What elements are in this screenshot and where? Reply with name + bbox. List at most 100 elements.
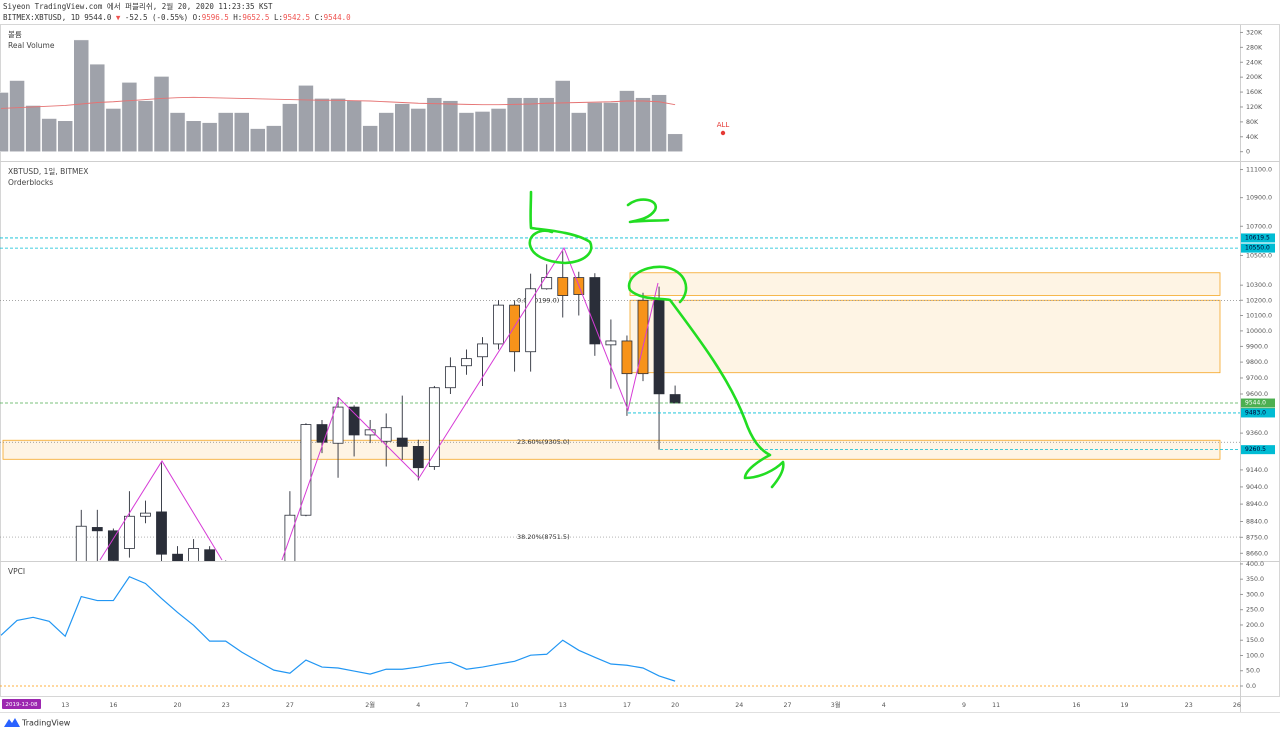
volume-ma <box>0 96 676 109</box>
y-tick-label: 250.0 <box>1246 607 1264 614</box>
hand-stroke <box>626 198 670 224</box>
fib-label: 38.20%(8751.5) <box>517 533 570 541</box>
x-tick-label: 17 <box>623 702 631 709</box>
publish-line: Siyeon TradingView.com 에서 퍼블리쉬, 2월 20, 2… <box>3 1 273 11</box>
ohlc-label: O: <box>193 13 202 22</box>
logo: TradingView <box>4 718 71 728</box>
candle-body <box>396 437 408 447</box>
candle-body <box>621 340 633 375</box>
volume-bar <box>490 108 507 152</box>
level-badge <box>1241 398 1275 408</box>
volume-bar <box>474 111 491 152</box>
logo-text: TradingView <box>21 719 71 728</box>
y-tick-label: 350.0 <box>1246 576 1264 583</box>
candle-body <box>669 394 681 404</box>
volume-bar <box>522 97 539 152</box>
candle-body <box>637 299 649 375</box>
date-badge <box>2 699 41 709</box>
ohlc-value: 9542.5 <box>283 13 310 22</box>
price-title: XBTUSD, 1일, BITMEX <box>8 167 88 176</box>
candle-body <box>461 358 472 367</box>
y-tick-label: 8660.0 <box>1246 550 1268 557</box>
x-tick-label: 23 <box>1185 702 1193 709</box>
volume-bar <box>121 82 138 152</box>
level-badge <box>1241 445 1275 455</box>
volume-bar <box>555 80 571 152</box>
y-tick-label: 200K <box>1246 74 1263 81</box>
candle-body <box>284 514 296 561</box>
x-tick-label: 10 <box>511 702 519 709</box>
change: -52.5 (-0.55%) <box>125 13 188 22</box>
y-tick-label: 240K <box>1246 59 1263 66</box>
candle-body <box>541 277 553 290</box>
x-tick-label: 16 <box>109 702 117 709</box>
volume-bar <box>201 122 218 152</box>
y-tick-label: 9360.0 <box>1246 430 1268 437</box>
volume-bar <box>458 112 475 152</box>
ohlc-label: L: <box>274 13 283 22</box>
y-tick-label: 150.0 <box>1246 637 1264 644</box>
y-tick-label: 10700.0 <box>1246 223 1272 230</box>
x-tick-label: 9 <box>962 702 966 709</box>
y-tick-label: 10500.0 <box>1246 252 1272 259</box>
level-badge <box>1241 233 1275 243</box>
volume-bar <box>603 102 619 152</box>
volume-plot <box>0 39 683 152</box>
y-tick-label: 11100.0 <box>1246 167 1272 174</box>
candle-body <box>525 288 537 353</box>
orderblock-zone <box>629 299 1221 374</box>
hand-stroke <box>528 190 593 265</box>
candle-body <box>300 424 312 516</box>
candle-body <box>653 299 665 395</box>
symbol: BITMEX:XBTUSD, 1D 9544.0 <box>3 13 112 22</box>
level-badge <box>1241 408 1275 418</box>
y-tick-label: 120K <box>1246 104 1263 111</box>
volume-bar <box>153 76 170 152</box>
volume-bar <box>587 102 603 152</box>
volume-marker: ALL <box>717 121 730 129</box>
symbol-line: BITMEX:XBTUSD, 1D 9544.0 ▼ -52.5 (-0.55%… <box>3 13 351 22</box>
volume-bar <box>619 90 635 152</box>
volume-title: 볼륨 <box>8 30 22 39</box>
y-tick-label: 9800.0 <box>1246 359 1268 366</box>
zigzag-line <box>99 460 223 561</box>
y-tick-label: 10300.0 <box>1246 282 1272 289</box>
ohlc-label: H: <box>233 13 242 22</box>
x-tick-label: 20 <box>174 702 182 709</box>
x-tick-label: 13 <box>559 702 567 709</box>
y-tick-label: 9700.0 <box>1246 375 1268 382</box>
layers: 13 16 20 23 27 2월 4 7 10 13 17 20 24 27 3월 4 9 11 16 19 23 26… <box>0 29 1275 709</box>
hand-stroke <box>627 265 785 489</box>
volume-bar <box>362 125 378 152</box>
x-tick-label: 20 <box>671 702 679 709</box>
y-tick-label: 9140.0 <box>1246 467 1268 474</box>
y-tick-label: 0.0 <box>1246 683 1256 690</box>
x-tick-label: 2월 <box>365 700 375 709</box>
zigzag <box>99 246 659 561</box>
volume-bar <box>137 100 154 152</box>
ohlc-value: 9652.5 <box>242 13 269 22</box>
logo-icon <box>4 718 20 727</box>
candle-body <box>316 424 328 443</box>
volume-bar <box>9 80 25 152</box>
y-tick-label: 10000.0 <box>1246 328 1272 335</box>
x-tick-label: 27 <box>286 702 294 709</box>
y-tick-label: 8940.0 <box>1246 501 1268 508</box>
x-tick-label: 24 <box>735 702 743 709</box>
y-tick-label: 0 <box>1246 149 1250 156</box>
y-tick-label: 8750.0 <box>1246 534 1268 541</box>
candle-body <box>605 340 617 346</box>
volume-bar <box>25 105 41 152</box>
y-tick-label: 10900.0 <box>1246 195 1272 202</box>
y-tick-label: 10100.0 <box>1246 312 1272 319</box>
x-tick-label: 3월 <box>831 700 841 709</box>
candle-body <box>332 406 344 444</box>
y-tick-label: 400.0 <box>1246 561 1264 568</box>
volume-marker-dot <box>720 130 726 136</box>
volume-bar <box>506 97 523 152</box>
x-tick-label: 7 <box>464 702 468 709</box>
level-badge-text: 9483.0 <box>1245 409 1266 416</box>
volume-bar <box>169 112 186 152</box>
candle-body <box>124 515 135 549</box>
level-badge-text: 9544.0 <box>1245 400 1266 407</box>
